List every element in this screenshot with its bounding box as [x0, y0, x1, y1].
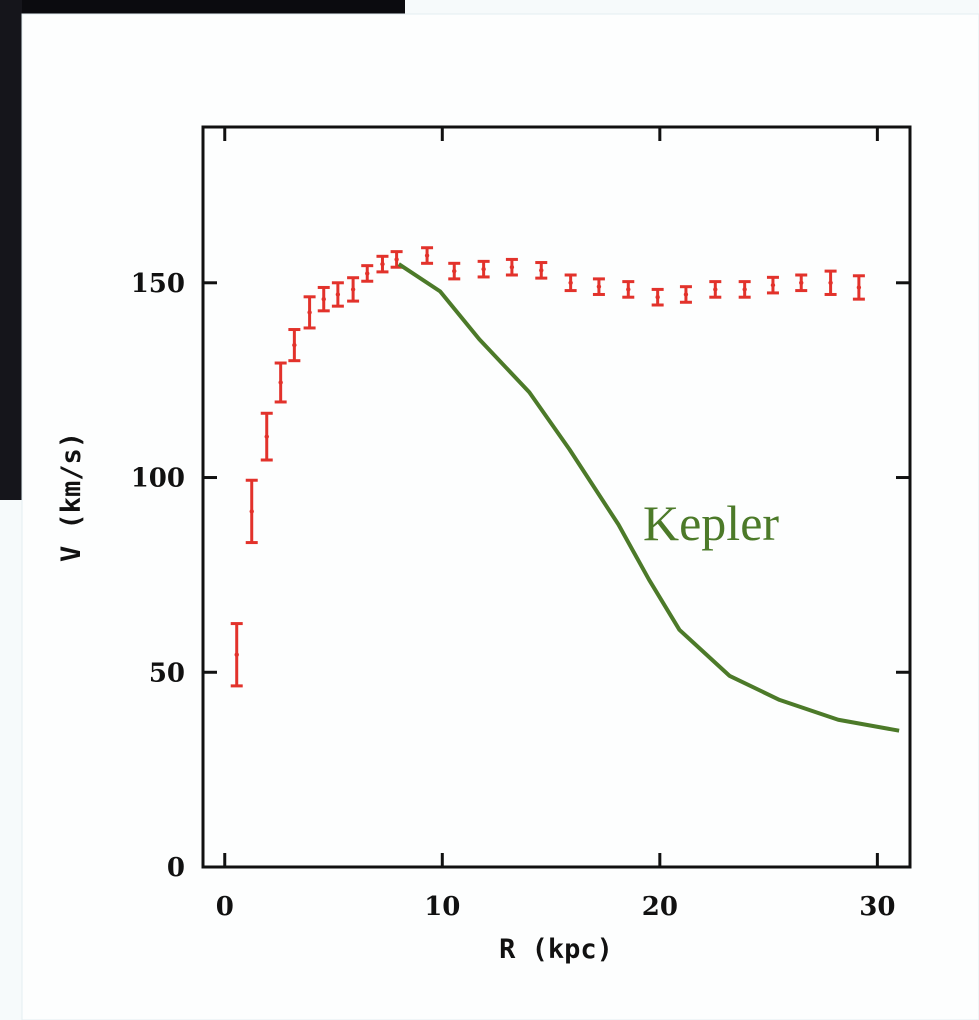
- x-axis-label: R (kpc): [499, 934, 613, 965]
- data-point: [307, 310, 312, 315]
- photo-edge: [0, 0, 405, 14]
- kepler-curve: [397, 262, 900, 733]
- data-point: [365, 271, 370, 276]
- x-tick-label: 0: [216, 892, 234, 922]
- data-point: [539, 268, 544, 273]
- data-point: [509, 265, 515, 270]
- data-point: [856, 285, 862, 290]
- data-point: [452, 268, 457, 274]
- data-point: [655, 295, 660, 300]
- data-point: [249, 509, 254, 514]
- chart-panel: [21, 13, 979, 1020]
- data-point: [335, 292, 341, 297]
- curve-label: Kepler: [643, 495, 779, 551]
- y-tick-label: 150: [131, 269, 185, 299]
- data-point: [321, 296, 326, 302]
- data-point: [264, 434, 269, 439]
- data-point: [234, 652, 239, 657]
- data-point: [596, 284, 602, 289]
- data-point: [394, 257, 399, 262]
- data-point: [380, 261, 385, 267]
- data-point: [350, 287, 356, 292]
- y-tick-label: 100: [131, 464, 185, 494]
- data-point: [713, 287, 718, 292]
- data-point: [424, 253, 430, 258]
- data-point: [683, 292, 689, 297]
- x-tick-label: 20: [642, 892, 678, 922]
- data-point: [742, 287, 747, 292]
- data-point: [799, 280, 804, 285]
- y-tick-label: 0: [167, 853, 185, 883]
- data-point: [626, 287, 631, 292]
- y-tick-label: 50: [149, 658, 185, 688]
- data-point: [278, 380, 283, 385]
- x-tick-label: 30: [859, 892, 895, 922]
- plot-frame: [201, 125, 912, 869]
- data-point: [770, 282, 776, 288]
- photo-edge: [0, 0, 22, 500]
- data-point: [481, 266, 486, 272]
- y-axis-label: V (km/s): [56, 432, 87, 562]
- x-tick-label: 10: [424, 892, 460, 922]
- data-point: [828, 280, 833, 285]
- plot: 0 50 100 150 0 10 20 30 Kepler: [131, 125, 912, 922]
- data-point: [292, 342, 297, 348]
- data-point: [568, 280, 573, 285]
